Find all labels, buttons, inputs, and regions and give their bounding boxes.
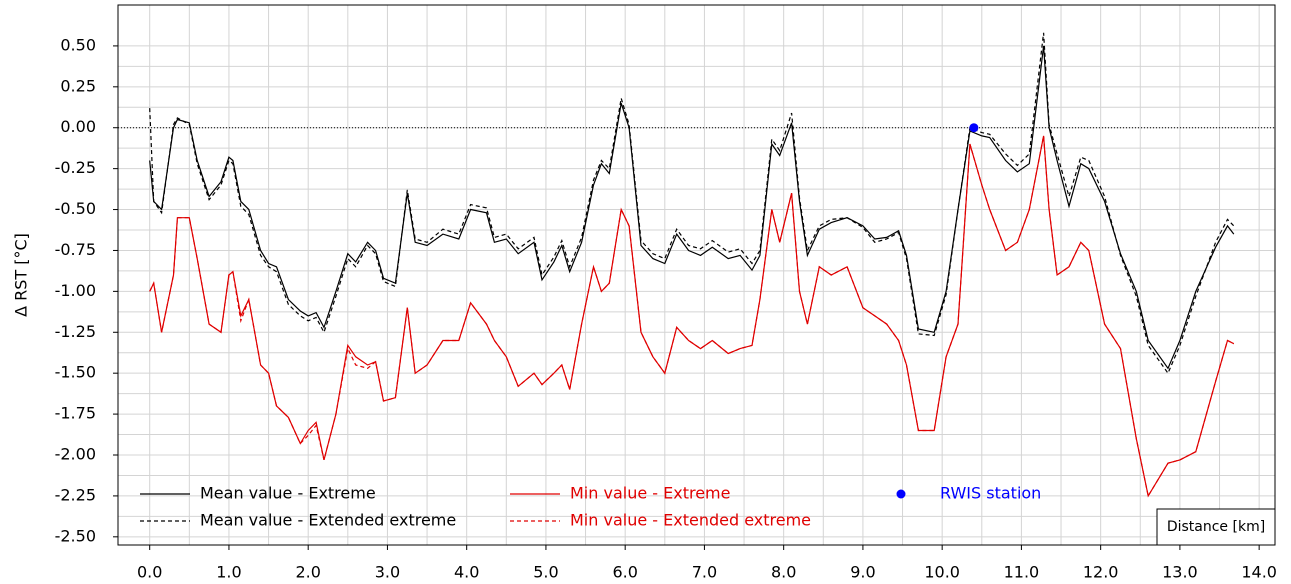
y-tick-label: -0.75 [55,240,96,259]
station-point [969,123,979,133]
series-line [149,32,1235,375]
y-tick-label: -1.50 [55,363,96,382]
legend: Mean value - Extreme Mean value - Extende… [140,484,1041,530]
legend-label: RWIS station [940,484,1041,503]
grid [118,5,1275,545]
legend-label: Mean value - Extreme [200,484,376,503]
y-tick-label: -2.00 [55,445,96,464]
legend-label: Min value - Extended extreme [570,511,811,530]
x-tick-label: 3.0 [375,563,400,582]
x-axis-label: Distance [km] [1167,519,1265,535]
x-tick-label: 11.0 [1004,563,1040,582]
plot-frame [117,4,1276,546]
x-tick-label: 8.0 [771,563,796,582]
x-label-box [1156,508,1276,546]
x-tick-label: 1.0 [216,563,241,582]
x-tick-label: 10.0 [924,563,960,582]
x-tick-label: 4.0 [454,563,479,582]
x-tick-label: 14.0 [1241,563,1277,582]
x-tick-label: 6.0 [612,563,637,582]
x-tick-label: 0.0 [137,563,162,582]
x-tick-label: 5.0 [533,563,558,582]
legend-label: Mean value - Extended extreme [200,511,456,530]
x-tick-label: 13.0 [1162,563,1198,582]
y-axis-label: Δ RST [°C] [12,233,31,317]
series-line [149,135,1235,498]
y-tick-label: -1.75 [55,404,96,423]
x-tick-label: 7.0 [692,563,717,582]
y-tick-label: -0.50 [55,199,96,218]
y-tick-label: 0.00 [60,117,96,136]
y-tick-label: -1.25 [55,322,96,341]
y-tick-label: -1.00 [55,281,96,300]
y-tick-label: -0.25 [55,158,96,177]
legend-label: Min value - Extreme [570,484,730,503]
legend-marker [896,489,906,499]
y-tick-label: 0.50 [60,35,96,54]
series-line [149,45,1235,370]
x-tick-label: 2.0 [295,563,320,582]
x-tick-label: 9.0 [850,563,875,582]
x-tick-label: 12.0 [1083,563,1119,582]
y-tick-label: -2.25 [55,485,96,504]
lines [118,32,1275,498]
y-tick-label: 0.25 [60,76,96,95]
axes: 0.0 1.0 2.0 3.0 4.0 5.0 6.0 7.0 8.0 9.0 10.0 11.0 12… [55,4,1277,582]
y-tick-label: -2.50 [55,526,96,545]
